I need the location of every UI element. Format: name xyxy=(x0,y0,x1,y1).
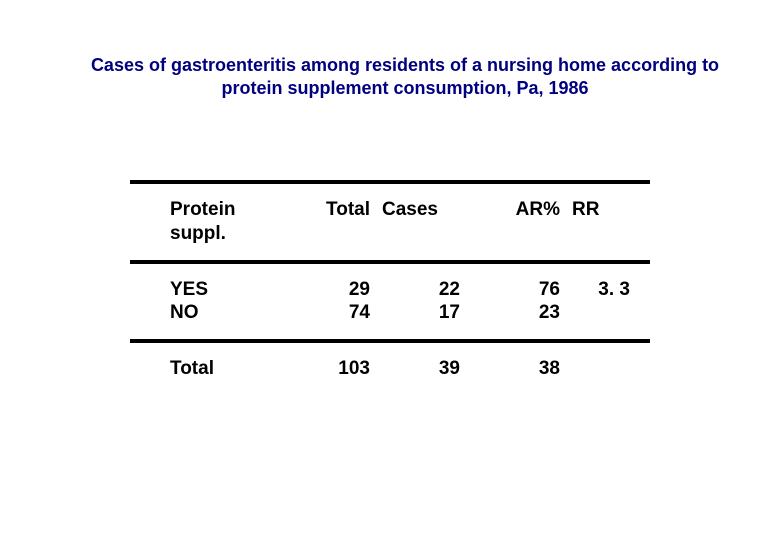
table-footer-row: Total 103 39 38 xyxy=(130,343,650,395)
footer-ar: 38 xyxy=(460,357,560,381)
row1-cases: 17 xyxy=(439,302,460,323)
cell-label: YES NO xyxy=(170,278,300,326)
header-total: Total xyxy=(300,198,370,246)
header-label: Protein suppl. xyxy=(170,198,300,246)
title-line-2: protein supplement consumption, Pa, 1986 xyxy=(221,78,588,98)
title-line-1: Cases of gastroenteritis among residents… xyxy=(91,55,719,75)
row0-ar: 76 xyxy=(539,279,560,300)
header-label-line1: Protein xyxy=(170,199,235,220)
header-ar: AR% xyxy=(460,198,560,246)
footer-total: 103 xyxy=(300,357,370,381)
cell-rr: 3. 3 xyxy=(560,278,630,326)
header-label-line2: suppl. xyxy=(170,223,226,244)
footer-cases: 39 xyxy=(370,357,460,381)
row1-label: NO xyxy=(170,302,199,323)
cell-total: 29 74 xyxy=(300,278,370,326)
cell-ar: 76 23 xyxy=(460,278,560,326)
cell-cases: 22 17 xyxy=(370,278,460,326)
row0-cases: 22 xyxy=(439,279,460,300)
data-table: Protein suppl. Total Cases AR% RR YES NO… xyxy=(130,180,650,395)
row0-rr: 3. 3 xyxy=(598,279,630,300)
header-rr: RR xyxy=(560,198,630,246)
row0-total: 29 xyxy=(349,279,370,300)
table-row: YES NO 29 74 22 17 76 23 3. 3 xyxy=(130,264,650,340)
row1-ar: 23 xyxy=(539,302,560,323)
table-header-row: Protein suppl. Total Cases AR% RR xyxy=(130,184,650,260)
row0-label: YES xyxy=(170,279,208,300)
footer-label: Total xyxy=(170,357,300,381)
page-title: Cases of gastroenteritis among residents… xyxy=(30,54,780,101)
row1-total: 74 xyxy=(349,302,370,323)
footer-rr xyxy=(560,357,630,381)
header-cases: Cases xyxy=(370,198,460,246)
